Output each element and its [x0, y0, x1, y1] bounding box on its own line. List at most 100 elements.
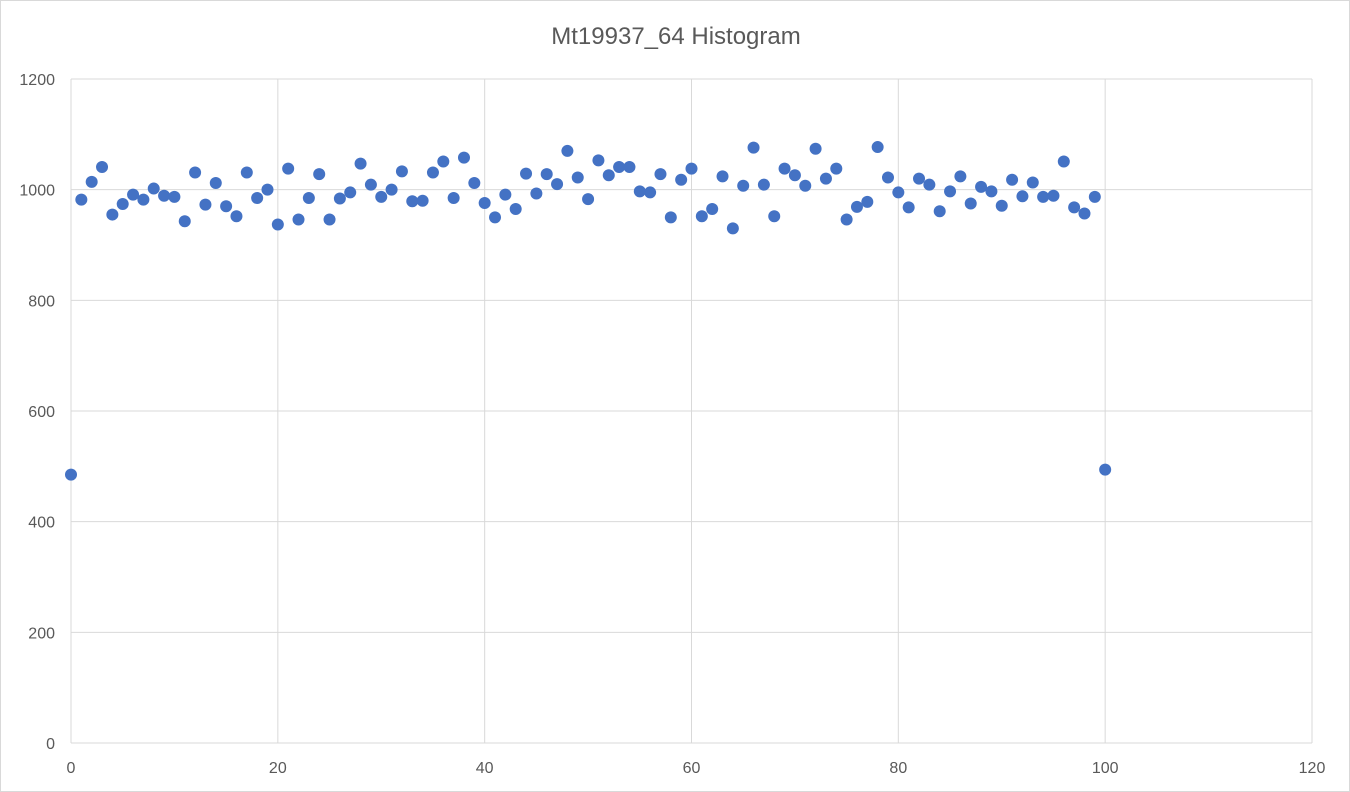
- data-point: [116, 198, 129, 211]
- data-point: [768, 210, 781, 223]
- data-point: [747, 141, 760, 154]
- data-point: [354, 157, 367, 170]
- y-axis-tick-labels: 0 200 400 600 800 1000 1200: [19, 72, 55, 753]
- y-tick-label: 800: [28, 293, 55, 310]
- data-point: [737, 179, 750, 192]
- data-point: [251, 191, 264, 204]
- data-point: [530, 187, 543, 200]
- data-point: [551, 178, 564, 191]
- data-point: [799, 179, 812, 192]
- data-point: [540, 168, 553, 181]
- x-tick-label: 120: [1299, 760, 1326, 777]
- y-tick-label: 600: [28, 404, 55, 421]
- data-point: [964, 197, 977, 210]
- data-point: [313, 168, 326, 181]
- data-point: [913, 172, 926, 185]
- data-point: [654, 168, 667, 181]
- data-point: [788, 169, 801, 182]
- data-point: [582, 193, 595, 206]
- x-tick-label: 40: [476, 760, 494, 777]
- x-tick-label: 20: [269, 760, 287, 777]
- data-point: [944, 185, 957, 198]
- data-point: [509, 203, 522, 216]
- data-point: [675, 173, 688, 186]
- data-point: [985, 185, 998, 198]
- data-point: [261, 183, 274, 196]
- data-point: [75, 193, 88, 206]
- data-point: [468, 177, 481, 190]
- y-tick-label: 1200: [19, 72, 55, 89]
- data-point: [385, 183, 398, 196]
- data-point: [96, 160, 109, 173]
- data-point: [695, 210, 708, 223]
- data-point: [871, 141, 884, 154]
- data-point: [282, 162, 295, 175]
- data-point: [1016, 190, 1029, 203]
- data-point: [189, 166, 202, 179]
- data-point: [127, 188, 140, 201]
- data-point: [220, 200, 233, 213]
- data-point: [375, 190, 388, 203]
- y-tick-label: 1000: [19, 183, 55, 200]
- x-axis-tick-labels: 0 20 40 60 80 100 120: [67, 760, 1326, 777]
- data-point: [230, 210, 243, 223]
- data-point: [1099, 463, 1112, 476]
- y-tick-label: 200: [28, 625, 55, 642]
- data-point: [995, 199, 1008, 212]
- data-point: [881, 171, 894, 184]
- data-point: [613, 160, 626, 173]
- data-point: [850, 200, 863, 213]
- data-point: [416, 194, 429, 207]
- y-tick-label: 0: [46, 736, 55, 753]
- data-point: [292, 213, 305, 226]
- x-tick-label: 100: [1092, 760, 1119, 777]
- data-point: [933, 205, 946, 218]
- data-point: [1037, 190, 1050, 203]
- data-point: [809, 142, 822, 155]
- data-point: [199, 198, 212, 211]
- data-point: [447, 191, 460, 204]
- data-point: [364, 178, 377, 191]
- data-points: [65, 141, 1112, 481]
- data-point: [85, 175, 98, 188]
- data-point: [975, 180, 988, 193]
- data-point: [1026, 176, 1039, 189]
- x-tick-label: 60: [683, 760, 701, 777]
- data-point: [892, 186, 905, 199]
- data-point: [1047, 189, 1060, 202]
- data-point: [147, 182, 160, 195]
- data-point: [1068, 201, 1081, 214]
- data-point: [706, 203, 719, 216]
- data-point: [437, 155, 450, 168]
- data-point: [489, 211, 502, 224]
- data-point: [240, 166, 253, 179]
- x-tick-label: 80: [889, 760, 907, 777]
- data-point: [726, 222, 739, 235]
- data-point: [209, 177, 222, 190]
- data-point: [1088, 190, 1101, 203]
- data-point: [302, 191, 315, 204]
- data-point: [65, 468, 77, 481]
- data-point: [426, 166, 439, 179]
- data-point: [137, 193, 150, 206]
- data-point: [633, 185, 646, 198]
- x-tick-label: 0: [67, 760, 76, 777]
- data-point: [571, 171, 584, 184]
- data-point: [644, 186, 657, 199]
- data-point: [106, 208, 119, 221]
- data-point: [954, 170, 967, 183]
- data-point: [685, 162, 698, 175]
- data-point: [1057, 155, 1070, 168]
- data-point: [344, 186, 357, 199]
- gridlines: [70, 78, 1313, 744]
- data-point: [333, 192, 346, 205]
- data-point: [902, 201, 915, 214]
- data-point: [178, 215, 191, 228]
- data-point: [923, 178, 936, 191]
- data-point: [406, 195, 419, 208]
- data-point: [602, 169, 615, 182]
- y-tick-label: 400: [28, 515, 55, 532]
- data-point: [499, 188, 512, 201]
